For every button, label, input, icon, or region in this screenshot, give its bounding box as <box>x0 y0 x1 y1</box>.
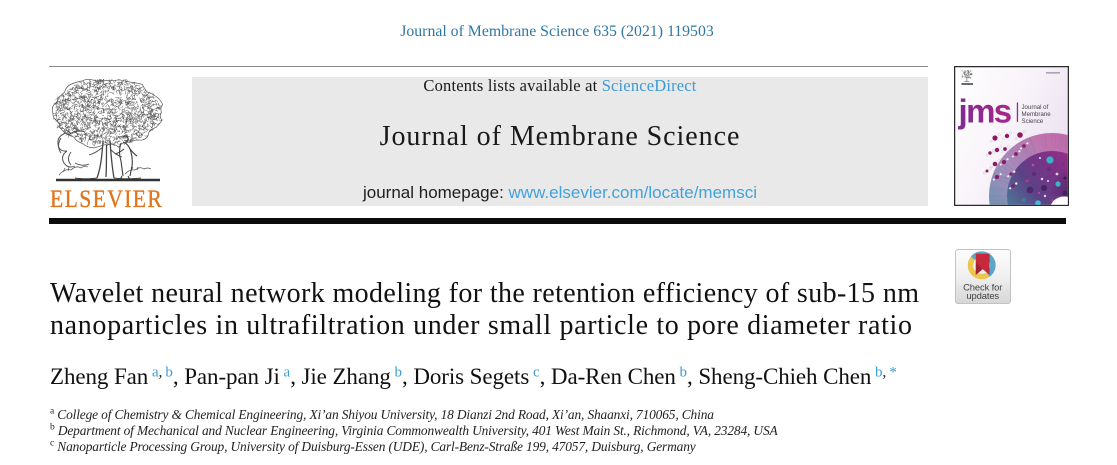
svg-text:Membrane: Membrane <box>1022 111 1052 118</box>
svg-text:Check for: Check for <box>963 281 1002 292</box>
svg-text:Science: Science <box>1022 118 1044 125</box>
svg-text:Journal of: Journal of <box>1022 104 1049 111</box>
svg-text:updates: updates <box>966 289 999 300</box>
svg-text:jms: jms <box>958 93 1011 130</box>
